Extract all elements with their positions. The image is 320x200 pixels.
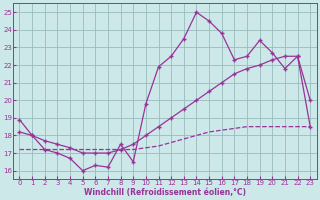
X-axis label: Windchill (Refroidissement éolien,°C): Windchill (Refroidissement éolien,°C) <box>84 188 246 197</box>
